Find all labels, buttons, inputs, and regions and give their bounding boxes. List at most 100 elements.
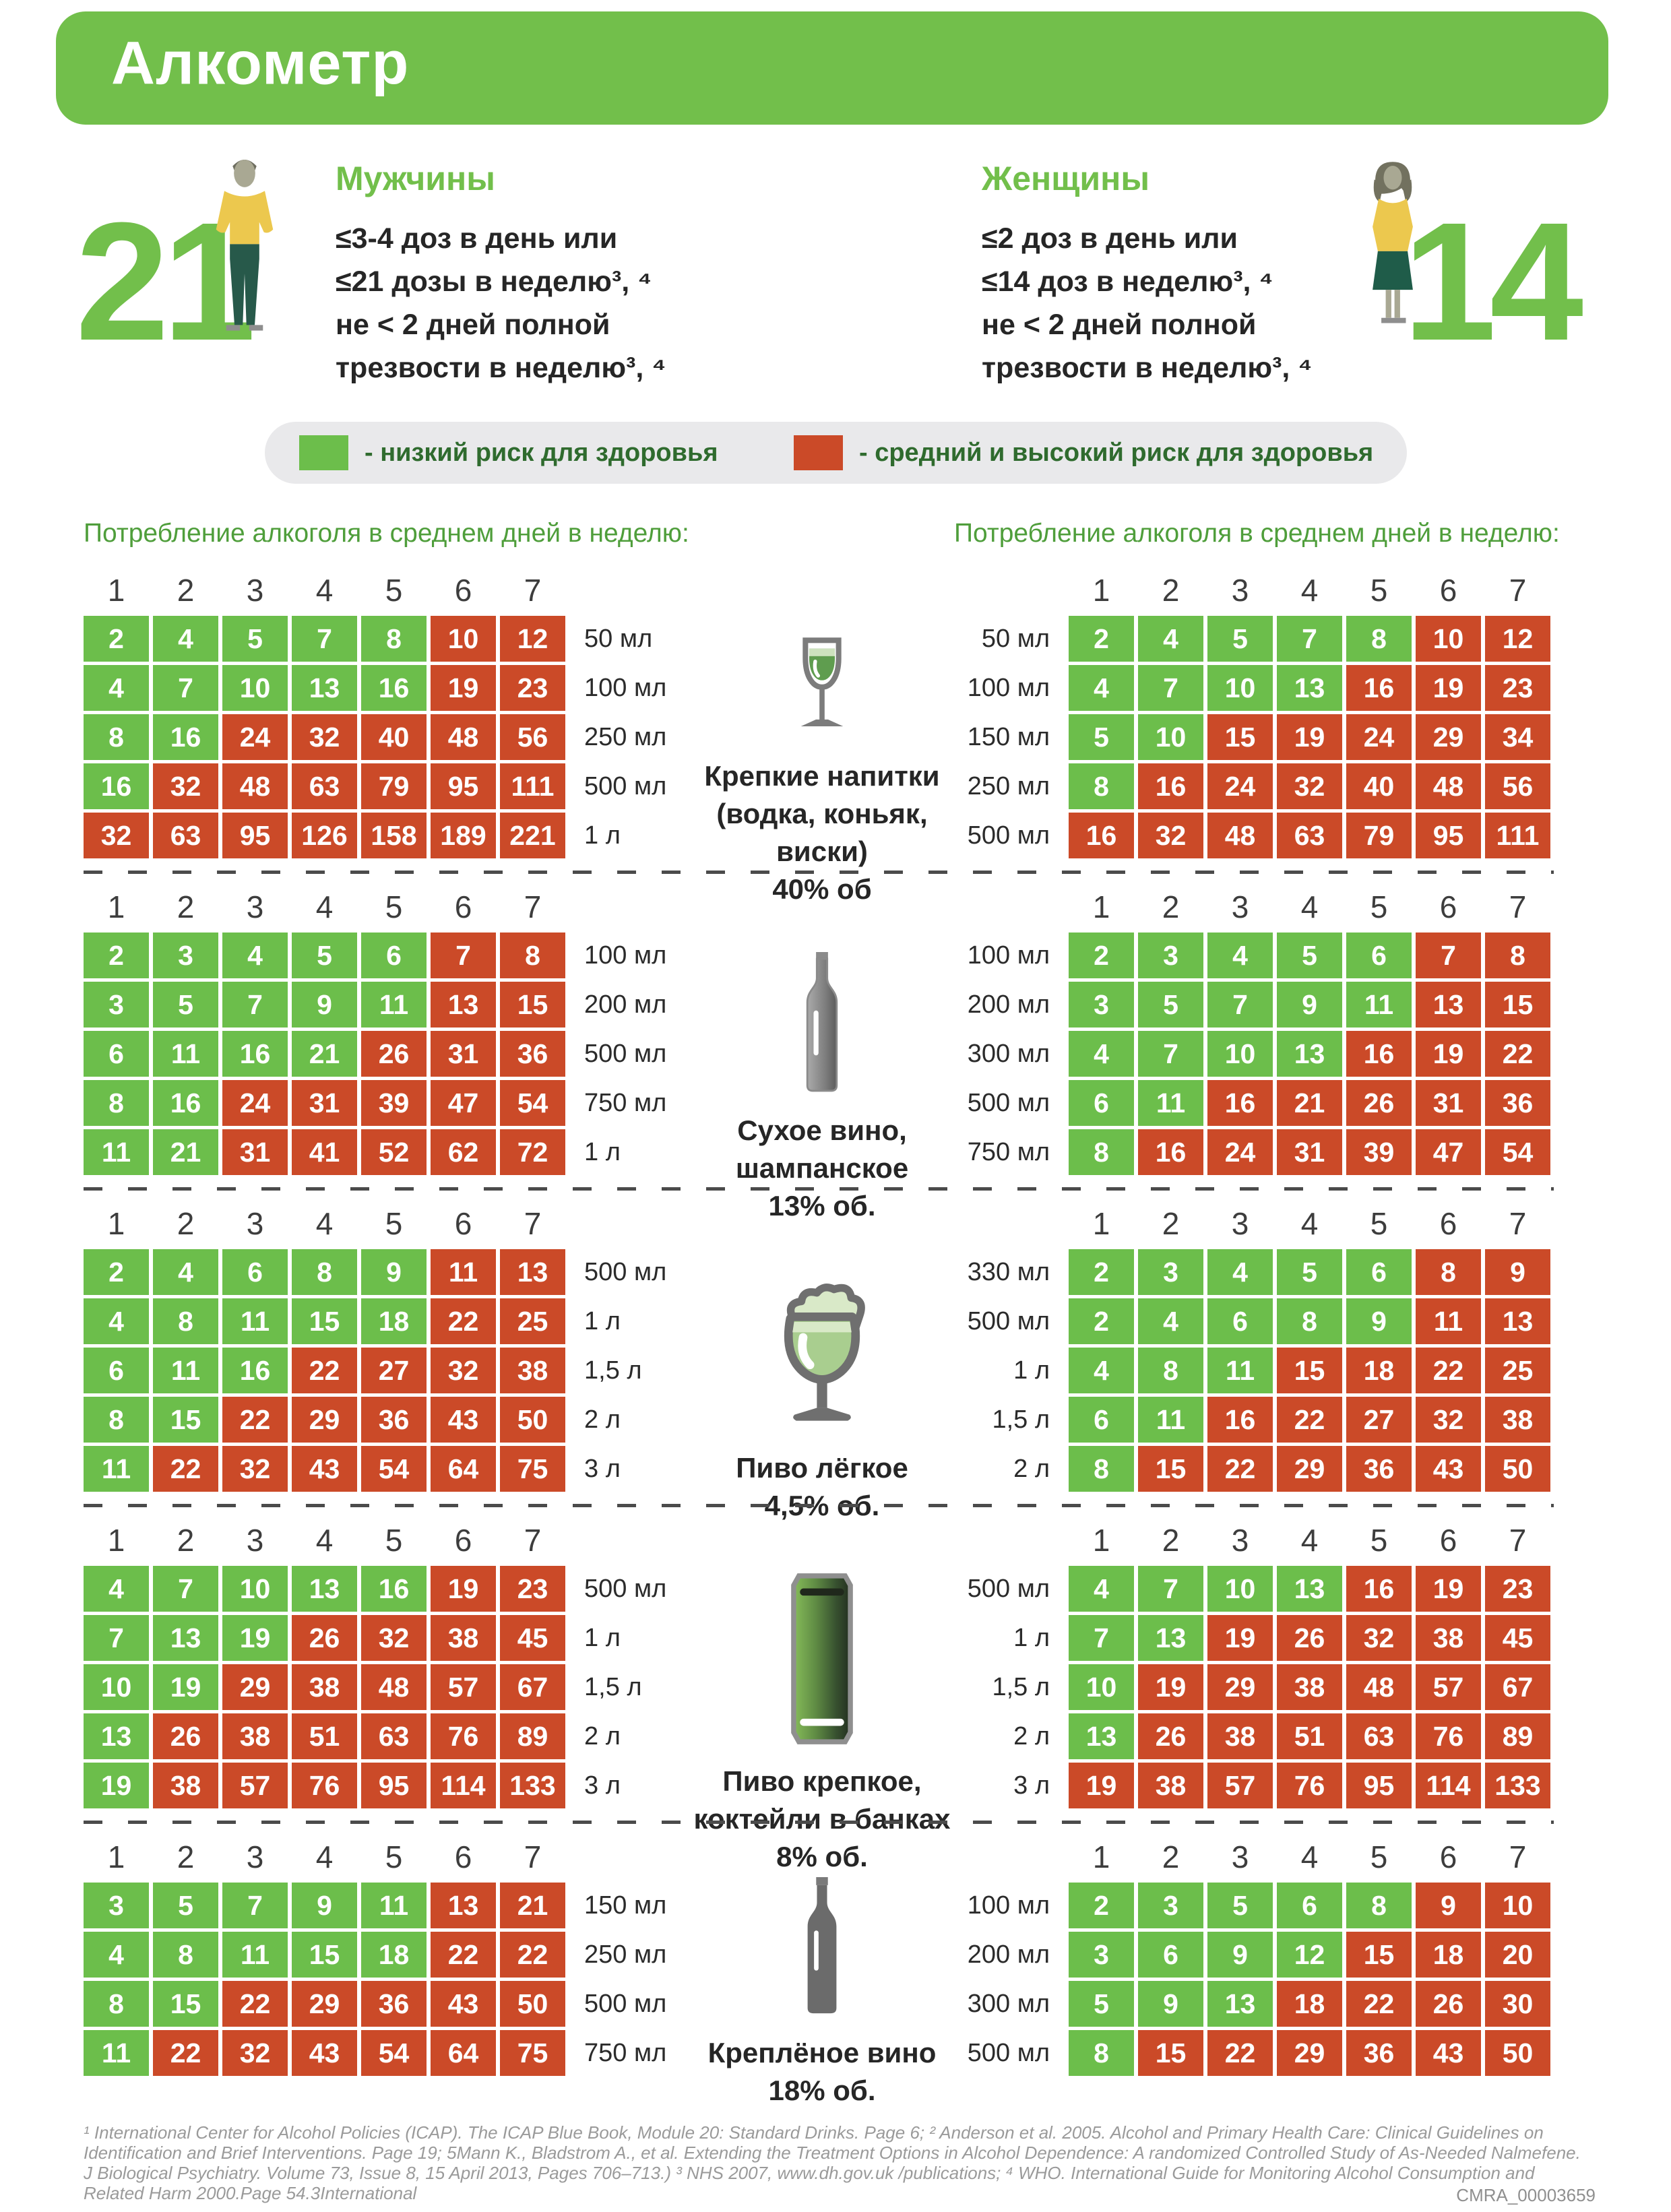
day-column-header: 1	[1092, 1523, 1110, 1558]
dose-cell: 2	[84, 616, 149, 662]
dose-cell: 19	[431, 665, 496, 711]
dose-cell: 114	[431, 1763, 496, 1808]
dose-cell: 40	[361, 714, 427, 760]
dose-cell: 6	[1207, 1298, 1273, 1344]
dose-cell: 7	[292, 616, 357, 662]
woman-icon	[1349, 155, 1437, 337]
dose-cell: 32	[1138, 813, 1203, 858]
beer-can-icon	[786, 1571, 858, 1750]
dose-cell: 8	[292, 1249, 357, 1295]
dose-cell: 5	[1277, 933, 1342, 978]
women-table: 1 2 3 4 5 6 7 100 мл 2 3 5 6 8 9 10 200 мл 3 6 9 12 15 18 20 30…	[930, 1836, 1550, 2076]
dose-cell: 16	[1138, 1129, 1203, 1175]
dose-cell: 22	[1207, 1446, 1273, 1492]
man-icon	[194, 155, 295, 342]
drink-label: Крепкие напитки (водка, коньяк, виски) 4…	[704, 760, 940, 905]
dose-cell: 57	[1207, 1763, 1273, 1808]
dose-cell: 16	[222, 1348, 288, 1393]
volume-label: 250 мл	[584, 722, 667, 751]
volume-label: 1 л	[584, 1306, 621, 1335]
references-footnote: ¹ International Center for Alcohol Polic…	[84, 2122, 1581, 2203]
dose-cell: 18	[1416, 1932, 1481, 1978]
dose-cell: 8	[84, 1981, 149, 2027]
dose-cell: 36	[361, 1397, 427, 1443]
day-column-header: 2	[1162, 889, 1180, 924]
dose-cell: 89	[1485, 1713, 1550, 1759]
volume-label: 500 мл	[584, 1574, 667, 1603]
dose-cell: 6	[1346, 1249, 1412, 1295]
dose-cell: 8	[1069, 763, 1134, 809]
volume-label: 750 мл	[584, 2038, 667, 2067]
volume-label: 150 мл	[584, 1891, 667, 1920]
table-corner-spacer	[930, 1836, 1065, 1875]
volume-label: 100 мл	[584, 941, 667, 970]
dose-cell: 8	[1277, 1298, 1342, 1344]
dose-cell: 111	[500, 763, 565, 809]
dose-cell: 13	[500, 1249, 565, 1295]
dose-cell: 7	[1416, 933, 1481, 978]
dose-cell: 10	[1069, 1664, 1134, 1710]
dose-cell: 21	[1277, 1080, 1342, 1126]
dose-cell: 13	[1485, 1298, 1550, 1344]
dose-cell: 13	[153, 1615, 218, 1661]
dose-cell: 38	[1277, 1664, 1342, 1710]
dose-cell: 3	[1069, 982, 1134, 1028]
dose-cell: 2	[84, 933, 149, 978]
dose-cell: 38	[1138, 1763, 1203, 1808]
dose-cell: 4	[1207, 933, 1273, 978]
men-table: 1 2 3 4 5 6 7 4 7 10 13 16 19 23 500 мл 7 13 19 26 32 38 45 1 …	[84, 1519, 677, 1808]
dose-cell: 76	[431, 1713, 496, 1759]
dose-cell: 30	[1485, 1981, 1550, 2027]
dose-cell: 25	[500, 1298, 565, 1344]
volume-label: 1,5 л	[584, 1356, 642, 1385]
dose-cell: 22	[431, 1298, 496, 1344]
dose-cell: 5	[153, 982, 218, 1028]
dose-cell: 29	[1277, 1446, 1342, 1492]
dose-cell: 13	[1416, 982, 1481, 1028]
dose-cell: 133	[500, 1763, 565, 1808]
dose-cell: 36	[1346, 2030, 1412, 2076]
dose-cell: 79	[1346, 813, 1412, 858]
dose-cell: 15	[1485, 982, 1550, 1028]
dose-cell: 15	[1277, 1348, 1342, 1393]
dose-cell: 5	[1277, 1249, 1342, 1295]
dose-cell: 23	[500, 665, 565, 711]
dose-cell: 32	[153, 763, 218, 809]
dose-cell: 11	[84, 2030, 149, 2076]
day-column-header: 2	[177, 1839, 195, 1874]
dose-cell: 43	[1416, 2030, 1481, 2076]
dose-cell: 31	[1416, 1080, 1481, 1126]
volume-label: 3 л	[1013, 1771, 1050, 1800]
dose-cell: 31	[1277, 1129, 1342, 1175]
dose-cell: 16	[84, 763, 149, 809]
day-column-header: 3	[246, 889, 264, 924]
dose-cell: 8	[500, 933, 565, 978]
dose-cell: 4	[1069, 1348, 1134, 1393]
dose-cell: 48	[222, 763, 288, 809]
day-column-header: 2	[177, 889, 195, 924]
dose-cell: 67	[1485, 1664, 1550, 1710]
day-column-header: 5	[1370, 1206, 1388, 1241]
dose-cell: 2	[1069, 1298, 1134, 1344]
dose-cell: 95	[361, 1763, 427, 1808]
dose-cell: 133	[1485, 1763, 1550, 1808]
dose-cell: 7	[431, 933, 496, 978]
dry-wine-center-label: Сухое вино, шампанское 13% об.	[660, 886, 984, 1225]
day-column-header: 4	[1300, 1839, 1319, 1874]
dose-cell: 13	[431, 1883, 496, 1928]
dose-cell: 54	[1485, 1129, 1550, 1175]
dose-cell: 95	[1416, 813, 1481, 858]
section-light-beer: 1 2 3 4 5 6 7 2 4 6 8 9 11 13 500 мл 4 8 11 15 18 22 25 1 л 6 11…	[0, 1203, 1671, 1521]
table-corner-spacer	[930, 569, 1065, 608]
dose-cell: 23	[500, 1566, 565, 1612]
dose-cell: 2	[1069, 1883, 1134, 1928]
dose-cell: 18	[361, 1932, 427, 1978]
volume-label: 150 мл	[967, 722, 1050, 751]
dose-cell: 43	[292, 2030, 357, 2076]
dose-cell: 22	[1207, 2030, 1273, 2076]
dose-cell: 24	[1207, 1129, 1273, 1175]
dose-cell: 7	[1277, 616, 1342, 662]
day-column-header: 3	[246, 1206, 264, 1241]
dose-cell: 2	[1069, 616, 1134, 662]
dose-cell: 48	[361, 1664, 427, 1710]
